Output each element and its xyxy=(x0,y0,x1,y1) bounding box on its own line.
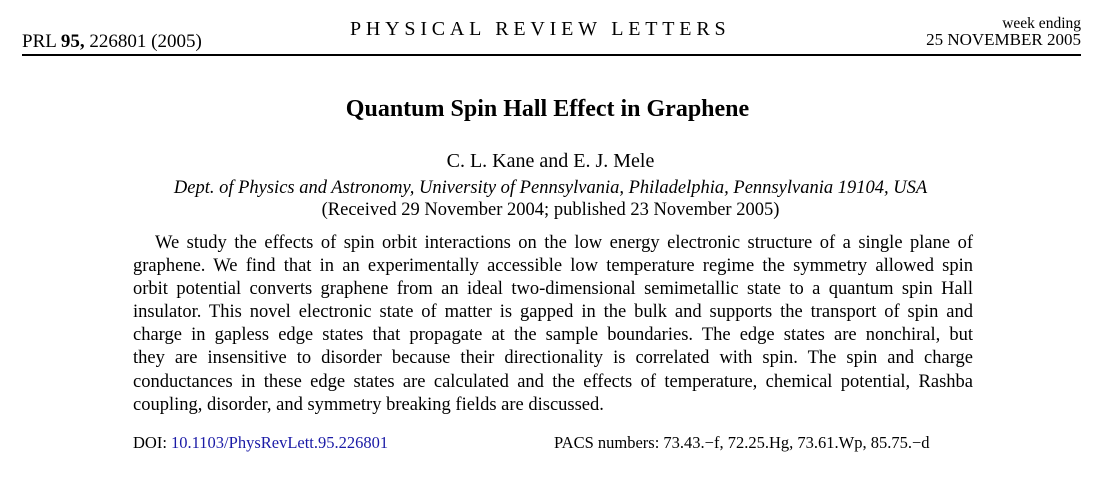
received-dates: (Received 29 November 2004; published 23… xyxy=(321,200,780,220)
journal-name: PHYSICAL REVIEW LETTERS xyxy=(350,18,731,40)
pacs-numbers: PACS numbers: 73.43.−f, 72.25.Hg, 73.61.… xyxy=(554,433,930,452)
affiliation: Dept. of Physics and Astronomy, Universi… xyxy=(173,178,928,198)
abstract-line: conductances in these edge states are ca… xyxy=(133,371,973,392)
doi: DOI: 10.1103/PhysRevLett.95.226801 xyxy=(133,433,388,453)
volume: 95, xyxy=(60,31,85,52)
article-and-year: 226801 (2005) xyxy=(89,31,202,52)
abstract-line: coupling, disorder, and symmetry breakin… xyxy=(133,394,604,415)
abstract-line: insulator. This novel electronic state o… xyxy=(133,302,973,323)
week-ending-label: week ending xyxy=(1002,15,1081,32)
abstract-line: charge in gapless edge states that propa… xyxy=(133,325,973,346)
abstract-line: orbit potential converts graphene from a… xyxy=(133,279,973,300)
abstract: We study the effects of spin orbit inter… xyxy=(133,232,973,417)
citation: PRL 95, 226801 (2005) xyxy=(22,31,202,53)
abstract-line: they are insensitive to disorder because… xyxy=(133,348,973,369)
journal-header: PRL 95, 226801 (2005) PHYSICAL REVIEW LE… xyxy=(22,12,1081,56)
paper-title: Quantum Spin Hall Effect in Graphene xyxy=(345,96,750,122)
week-ending-date: 25 NOVEMBER 2005 xyxy=(926,30,1081,49)
authors: C. L. Kane and E. J. Mele xyxy=(446,150,655,172)
abstract-line: We study the effects of spin orbit inter… xyxy=(155,233,973,253)
doi-link[interactable]: 10.1103/PhysRevLett.95.226801 xyxy=(171,433,389,452)
issue-date: week ending 25 NOVEMBER 2005 xyxy=(926,15,1081,49)
journal-abbrev: PRL xyxy=(22,31,57,52)
abstract-line: graphene. We find that in an experimenta… xyxy=(133,256,973,277)
doi-label: DOI: xyxy=(133,433,167,452)
